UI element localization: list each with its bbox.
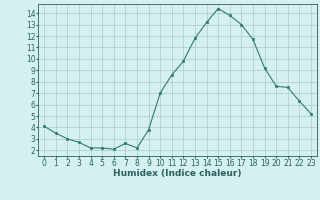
X-axis label: Humidex (Indice chaleur): Humidex (Indice chaleur) xyxy=(113,169,242,178)
